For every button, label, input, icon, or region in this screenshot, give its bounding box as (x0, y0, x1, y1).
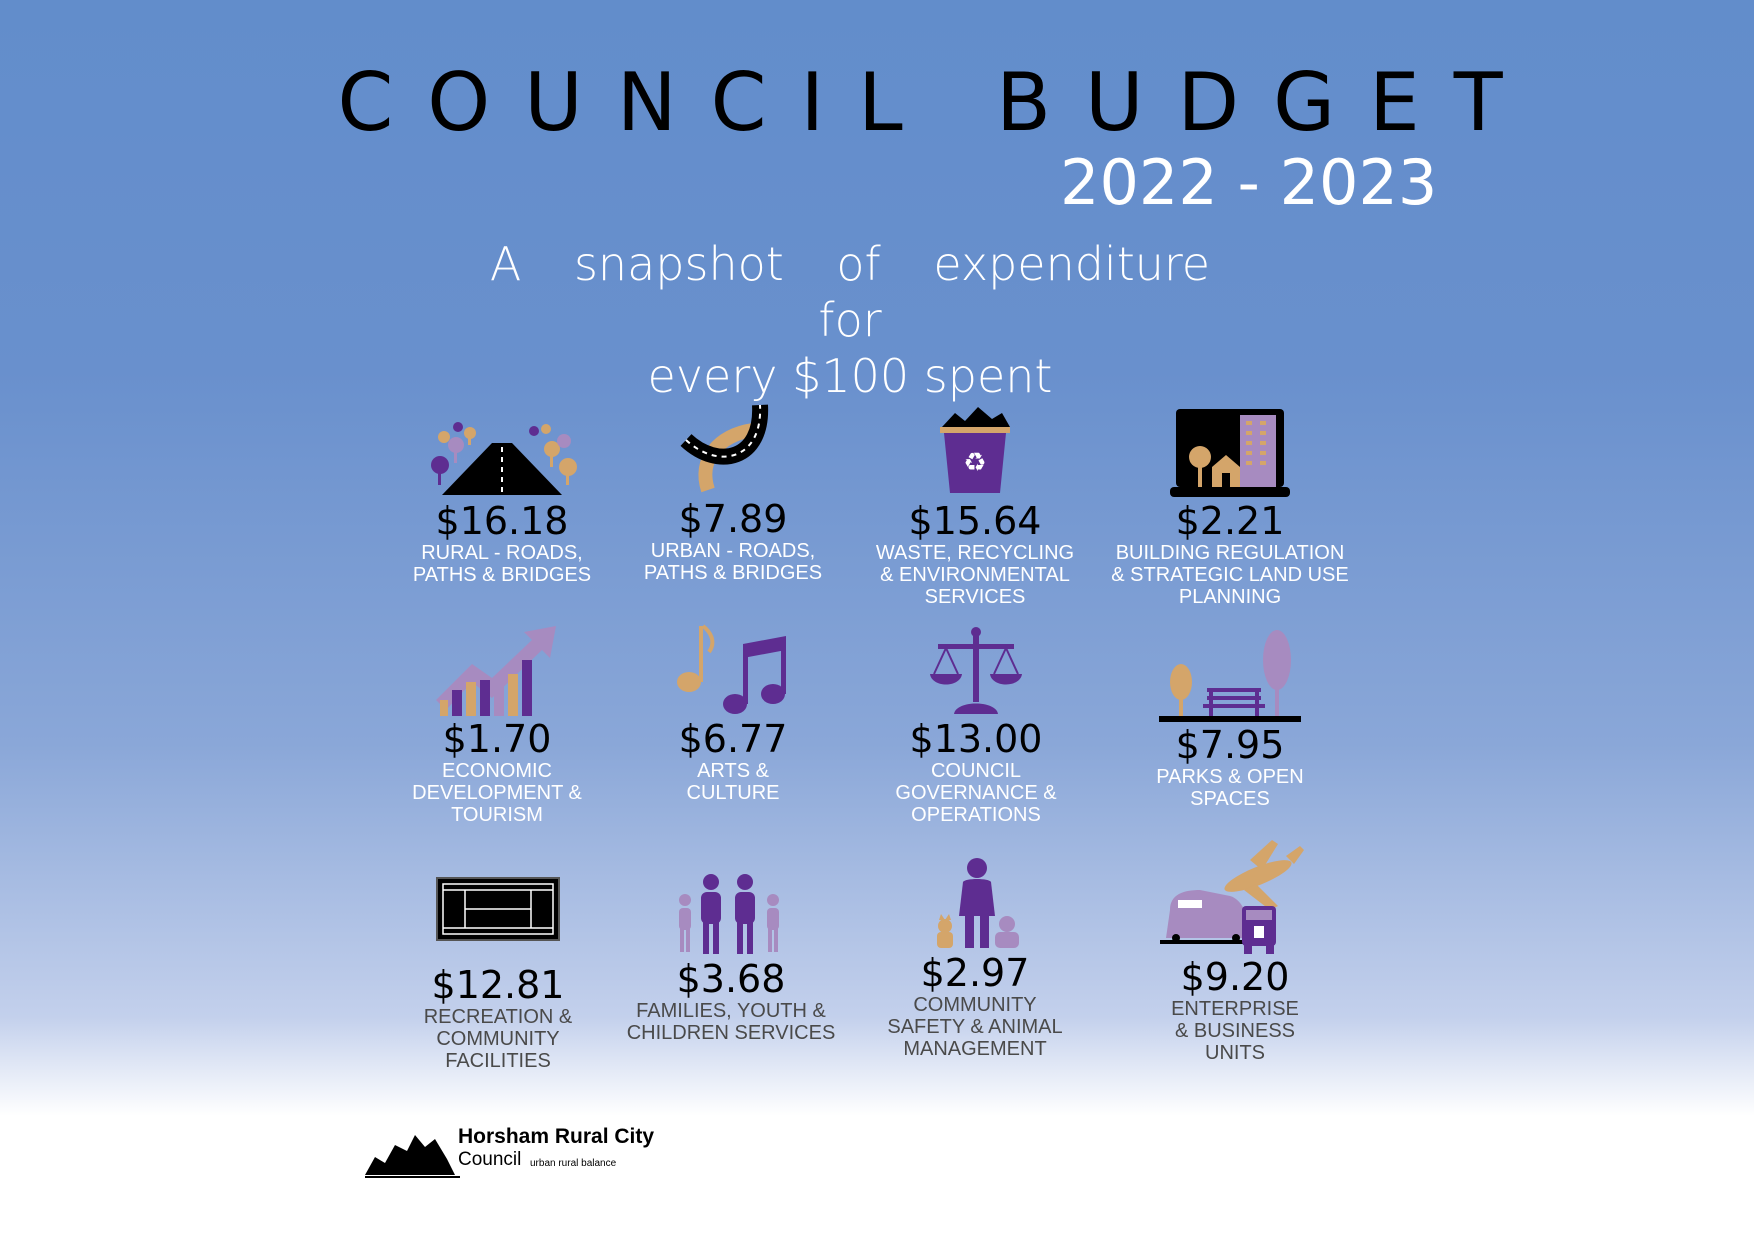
amount-families: $3.68 (676, 957, 786, 1001)
scales-icon (930, 627, 1022, 714)
budget-item-waste: ♻ $15.64 WASTE, RECYCLING & ENVIRONMENTA… (855, 405, 1095, 608)
amount-arts: $6.77 (678, 717, 788, 761)
budget-item-rural-roads: $16.18 RURAL - ROADS, PATHS & BRIDGES (382, 405, 622, 586)
amount-enterprise: $9.20 (1180, 955, 1290, 999)
budget-item-community-safety: $2.97 COMMUNITY SAFETY & ANIMAL MANAGEME… (855, 856, 1095, 1060)
label-economic: ECONOMIC DEVELOPMENT & TOURISM (412, 760, 582, 826)
label-enterprise: ENTERPRISE & BUSINESS UNITS (1171, 998, 1299, 1064)
amount-urban-roads: $7.89 (678, 497, 788, 541)
budget-item-urban-roads: $7.89 URBAN - ROADS, PATHS & BRIDGES (613, 400, 853, 584)
amount-building: $2.21 (1175, 499, 1285, 543)
logo-council: Council (458, 1149, 522, 1170)
budget-item-arts: $6.77 ARTS & CULTURE (613, 620, 853, 804)
budget-item-recreation: $12.81 RECREATION & COMMUNITY FACILITIES (378, 874, 618, 1072)
label-waste: WASTE, RECYCLING & ENVIRONMENTAL SERVICE… (875, 542, 1075, 608)
tennis-court-icon (436, 877, 560, 941)
page-title: COUNCIL BUDGET (337, 56, 1537, 149)
council-logo: Horsham Rural City Council urban rural b… (365, 1125, 685, 1180)
budget-item-building: $2.21 BUILDING REGULATION & STRATEGIC LA… (1110, 405, 1350, 608)
budget-item-enterprise: $9.20 ENTERPRISE & BUSINESS UNITS (1115, 840, 1355, 1064)
rural-road-icon (431, 422, 577, 495)
urban-road-icon (680, 404, 769, 493)
recycle-bin-icon: ♻ (940, 407, 1010, 493)
mountain-logo-icon (365, 1135, 460, 1178)
label-building: BUILDING REGULATION & STRATEGIC LAND USE… (1111, 542, 1349, 608)
subtitle-line-2: every $100 spent (647, 349, 1053, 403)
park-bench-icon (1159, 630, 1301, 722)
label-parks: PARKS & OPEN SPACES (1156, 766, 1304, 810)
label-governance: COUNCIL GOVERNANCE & OPERATIONS (895, 760, 1057, 826)
logo-name: Horsham Rural City (458, 1125, 655, 1148)
amount-recreation: $12.81 (431, 963, 565, 1007)
budget-item-parks: $7.95 PARKS & OPEN SPACES (1110, 628, 1350, 810)
amount-economic: $1.70 (442, 717, 552, 761)
amount-community-safety: $2.97 (920, 951, 1030, 995)
amount-parks: $7.95 (1175, 723, 1285, 767)
music-notes-icon (677, 624, 786, 714)
person-with-pets-icon (937, 858, 1019, 948)
label-urban-roads: URBAN - ROADS, PATHS & BRIDGES (643, 540, 823, 584)
label-recreation: RECREATION & COMMUNITY FACILITIES (423, 1006, 573, 1072)
amount-rural-roads: $16.18 (435, 499, 569, 543)
transport-icon (1160, 840, 1304, 954)
label-rural-roads: RURAL - ROADS, PATHS & BRIDGES (412, 542, 592, 586)
subtitle: A snapshot of expenditure for every $100… (440, 236, 1260, 404)
label-arts: ARTS & CULTURE (686, 760, 780, 804)
budget-item-economic: $1.70 ECONOMIC DEVELOPMENT & TOURISM (377, 620, 617, 826)
building-planning-icon (1170, 409, 1290, 497)
budget-item-families: $3.68 FAMILIES, YOUTH & CHILDREN SERVICE… (611, 868, 851, 1044)
svg-text:♻: ♻ (963, 448, 986, 478)
amount-governance: $13.00 (909, 717, 1043, 761)
label-community-safety: COMMUNITY SAFETY & ANIMAL MANAGEMENT (887, 994, 1063, 1060)
subtitle-line-1: A snapshot of expenditure for (489, 237, 1211, 347)
family-icon (679, 874, 779, 954)
label-families: FAMILIES, YOUTH & CHILDREN SERVICES (626, 1000, 836, 1044)
budget-years: 2022 - 2023 (1060, 146, 1438, 219)
growth-chart-icon (436, 626, 556, 716)
budget-item-governance: $13.00 COUNCIL GOVERNANCE & OPERATIONS (856, 624, 1096, 826)
amount-waste: $15.64 (908, 499, 1042, 543)
logo-tagline: urban rural balance (530, 1158, 617, 1169)
